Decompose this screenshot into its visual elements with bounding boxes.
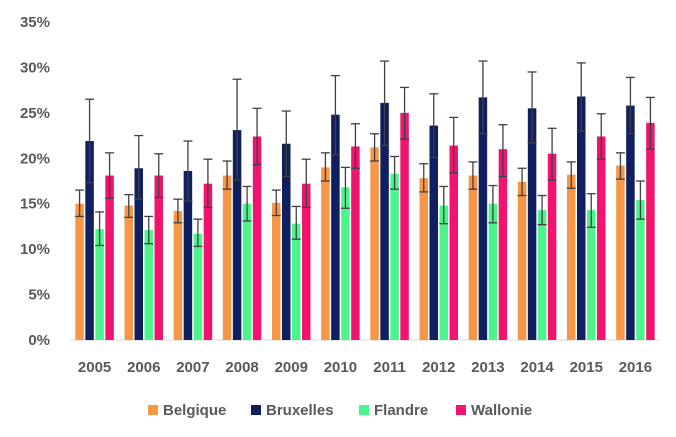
legend-label-bruxelles: Bruxelles bbox=[266, 402, 334, 419]
bar-flandre-2012 bbox=[439, 205, 448, 340]
bar-bruxelles-2010 bbox=[331, 114, 340, 340]
y-tick-label: 25% bbox=[20, 105, 50, 122]
bar-bruxelles-2013 bbox=[478, 97, 488, 340]
bar-bruxelles-2009 bbox=[282, 143, 291, 340]
y-tick-label: 5% bbox=[28, 287, 50, 304]
error-bars-group bbox=[75, 60, 655, 248]
x-tick-label: 2009 bbox=[275, 359, 308, 376]
x-tick-label: 2008 bbox=[225, 359, 258, 376]
bar-wallonie-2012 bbox=[449, 145, 458, 340]
bar-belgique-2008 bbox=[222, 175, 232, 340]
bar-belgique-2006 bbox=[124, 205, 133, 340]
bar-belgique-2009 bbox=[272, 202, 281, 340]
bar-bruxelles-2012 bbox=[429, 125, 438, 340]
y-tick-label: 20% bbox=[20, 150, 50, 167]
bar-wallonie-2015 bbox=[597, 136, 606, 340]
bar-belgique-2005 bbox=[75, 203, 84, 340]
bar-wallonie-2005 bbox=[105, 175, 114, 340]
bar-flandre-2014 bbox=[537, 210, 547, 340]
bar-bruxelles-2007 bbox=[183, 171, 193, 340]
bar-bruxelles-2014 bbox=[527, 108, 537, 340]
bar-bruxelles-2015 bbox=[577, 96, 586, 340]
bar-flandre-2006 bbox=[144, 230, 153, 340]
legend-label-flandre: Flandre bbox=[374, 402, 428, 419]
legend-label-belgique: Belgique bbox=[163, 402, 226, 419]
bar-flandre-2007 bbox=[193, 233, 203, 340]
x-axis: 2005 2006 2007 2008 2009 2010 2011 2012 2013 2014… bbox=[70, 339, 660, 376]
bar-belgique-2012 bbox=[419, 178, 428, 340]
bar-wallonie-2013 bbox=[498, 149, 508, 340]
bar-flandre-2015 bbox=[587, 210, 596, 340]
bar-wallonie-2010 bbox=[351, 146, 360, 340]
bar-belgique-2011 bbox=[370, 147, 379, 340]
legend-swatch-bruxelles bbox=[251, 405, 261, 415]
bar-belgique-2015 bbox=[567, 174, 576, 340]
bar-wallonie-2011 bbox=[400, 112, 409, 340]
bar-bruxelles-2011 bbox=[380, 102, 389, 340]
x-tick-label: 2005 bbox=[78, 359, 111, 376]
bar-wallonie-2007 bbox=[203, 183, 213, 340]
y-tick-label: 0% bbox=[28, 332, 50, 349]
x-tick-label: 2006 bbox=[127, 359, 160, 376]
y-tick-label: 10% bbox=[20, 241, 50, 258]
bar-bruxelles-2005 bbox=[85, 141, 94, 340]
bar-wallonie-2014 bbox=[547, 153, 557, 340]
bar-belgique-2007 bbox=[173, 210, 183, 340]
x-tick-label: 2011 bbox=[373, 359, 406, 376]
x-tick-label: 2015 bbox=[570, 359, 603, 376]
bar-belgique-2014 bbox=[517, 181, 527, 340]
bar-flandre-2008 bbox=[242, 203, 252, 340]
bar-flandre-2011 bbox=[390, 173, 399, 340]
bar-wallonie-2008 bbox=[252, 136, 262, 340]
bar-wallonie-2016 bbox=[646, 122, 655, 340]
bar-bruxelles-2006 bbox=[134, 168, 143, 340]
bar-flandre-2005 bbox=[95, 229, 104, 340]
y-tick-label: 35% bbox=[20, 14, 50, 31]
bar-flandre-2010 bbox=[341, 187, 350, 340]
bar-bruxelles-2016 bbox=[626, 105, 635, 341]
legend: Belgique Bruxelles Flandre Wallonie bbox=[148, 402, 532, 419]
bar-bruxelles-2008 bbox=[232, 130, 242, 340]
x-tick-label: 2016 bbox=[619, 359, 652, 376]
bar-flandre-2009 bbox=[292, 223, 301, 340]
bar-wallonie-2009 bbox=[302, 183, 311, 340]
legend-label-wallonie: Wallonie bbox=[471, 402, 532, 419]
bar-belgique-2013 bbox=[468, 175, 478, 340]
bar-belgique-2016 bbox=[616, 165, 625, 340]
bars-group bbox=[75, 96, 655, 341]
x-tick-label: 2013 bbox=[471, 359, 504, 376]
legend-swatch-wallonie bbox=[456, 405, 466, 415]
x-tick-label: 2010 bbox=[324, 359, 357, 376]
x-tick-label: 2007 bbox=[176, 359, 209, 376]
y-tick-label: 15% bbox=[20, 196, 50, 213]
legend-swatch-flandre bbox=[359, 405, 369, 415]
x-tick-label: 2014 bbox=[520, 359, 554, 376]
bar-wallonie-2006 bbox=[154, 175, 163, 340]
legend-swatch-belgique bbox=[148, 405, 158, 415]
bar-flandre-2016 bbox=[636, 200, 645, 340]
bar-flandre-2013 bbox=[488, 203, 498, 340]
x-tick-label: 2012 bbox=[422, 359, 455, 376]
y-axis: 0% 5% 10% 15% 20% 25% 30% 35% bbox=[20, 14, 50, 349]
y-tick-label: 30% bbox=[20, 59, 50, 76]
bar-belgique-2010 bbox=[321, 167, 330, 340]
